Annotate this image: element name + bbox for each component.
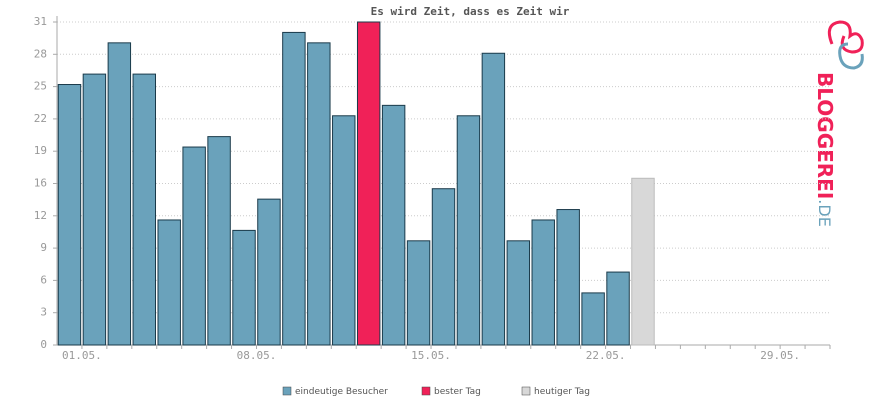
y-tick-label: 25 [34, 80, 47, 93]
x-tick-label: 29.05. [760, 349, 800, 362]
bar [631, 177, 655, 346]
bar [406, 240, 431, 346]
logo-text: BLOGGEREI.DE [814, 72, 838, 227]
legend-label: bester Tag [434, 387, 481, 397]
legend-label: heutiger Tag [534, 387, 590, 397]
bar [606, 271, 630, 346]
x-tick-label: 15.05. [411, 349, 451, 362]
logo-icon [838, 42, 864, 70]
bar [431, 188, 456, 346]
bar [57, 84, 82, 346]
logo-tld: .DE [816, 199, 835, 227]
y-tick-label: 22 [34, 112, 47, 125]
bar [282, 31, 306, 346]
bar [257, 198, 281, 346]
y-tick-label: 31 [34, 15, 47, 28]
y-tick-label: 19 [34, 144, 47, 157]
legend-swatch [282, 386, 292, 396]
bar [456, 115, 481, 346]
y-tick-label: 16 [34, 177, 47, 190]
x-tick-label: 08.05. [237, 349, 277, 362]
legend-swatch [421, 386, 431, 396]
bar [182, 146, 206, 346]
x-tick-label: 22.05. [586, 349, 626, 362]
bar [531, 219, 555, 346]
bar [581, 292, 605, 346]
y-tick-label: 9 [40, 241, 47, 254]
x-tick-label: 01.05. [62, 349, 102, 362]
chart-title: Es wird Zeit, dass es Zeit wir [371, 5, 570, 18]
bar [107, 42, 132, 346]
logo-icon [827, 20, 864, 54]
bar [82, 73, 107, 346]
bar [381, 104, 406, 346]
bar [132, 73, 156, 346]
bar [207, 136, 231, 346]
bar [232, 229, 256, 346]
y-tick-label: 12 [34, 209, 47, 222]
bar [556, 209, 580, 346]
bar [307, 42, 331, 346]
bar [332, 115, 356, 346]
bar [356, 21, 381, 346]
bar [157, 219, 181, 346]
legend-label: eindeutige Besucher [295, 387, 388, 397]
logo: BLOGGEREI.DE [814, 20, 864, 227]
y-tick-label: 28 [34, 47, 47, 60]
legend-swatch [521, 386, 531, 396]
bar [506, 240, 531, 346]
y-tick-label: 0 [40, 338, 47, 351]
y-tick-label: 3 [40, 306, 47, 319]
y-tick-label: 6 [40, 273, 47, 286]
bar [481, 52, 506, 346]
logo-name: BLOGGEREI [814, 72, 838, 199]
